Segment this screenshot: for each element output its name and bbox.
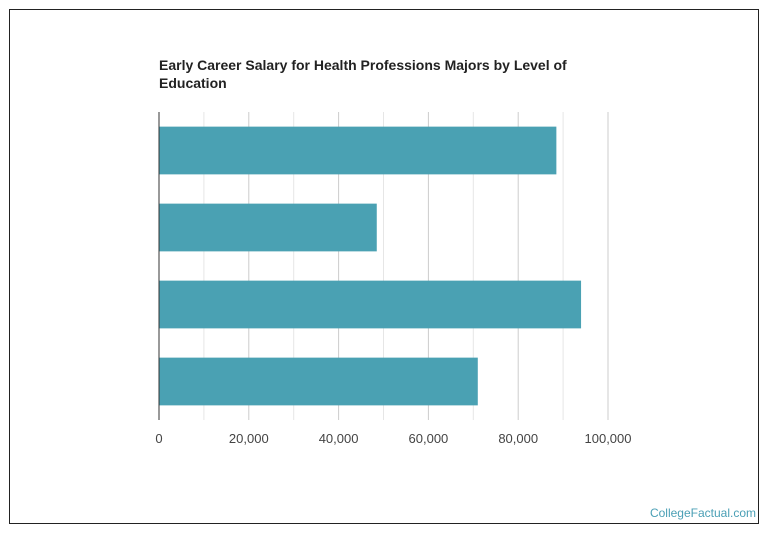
- x-tick-label: 40,000: [319, 431, 359, 446]
- bar-2[interactable]: [159, 203, 377, 252]
- x-tick-labels: 0 20,000 40,000 60,000 80,000 100,000: [155, 431, 631, 446]
- bar-4[interactable]: [159, 357, 478, 406]
- x-tick-label: 0: [155, 431, 162, 446]
- bars: [159, 126, 582, 406]
- x-tick-label: 80,000: [498, 431, 538, 446]
- source-credit[interactable]: CollegeFactual.com: [649, 506, 756, 520]
- chart-title: Early Career Salary for Health Professio…: [159, 57, 567, 91]
- x-tick-label: 20,000: [229, 431, 269, 446]
- bar-1[interactable]: [159, 126, 557, 175]
- x-tick-label: 100,000: [585, 431, 632, 446]
- x-tick-label: 60,000: [409, 431, 449, 446]
- bar-3[interactable]: [159, 280, 582, 329]
